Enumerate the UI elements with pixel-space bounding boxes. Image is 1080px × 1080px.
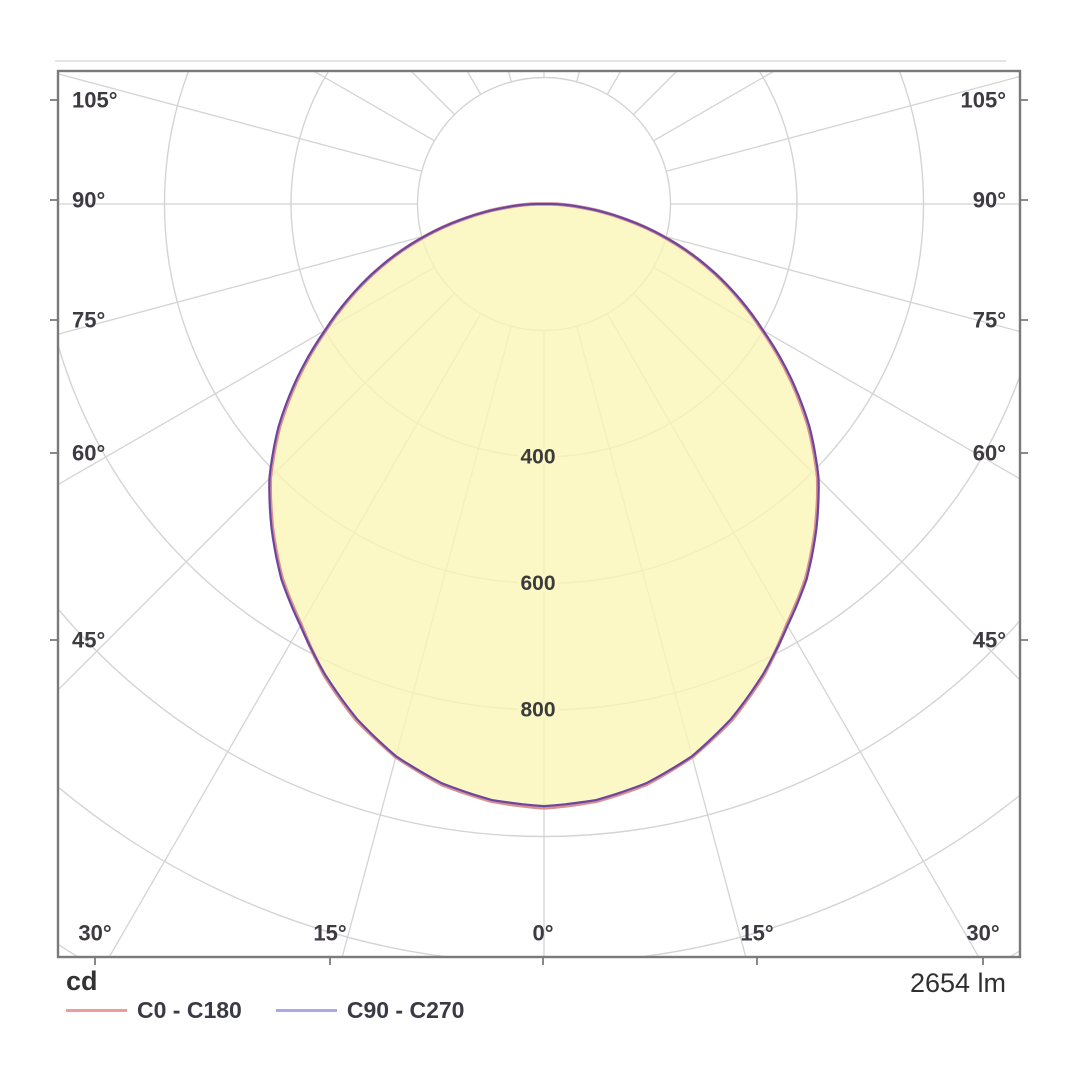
- legend-label-c90: C90 - C270: [346, 996, 465, 1023]
- ring-label-800: 800: [520, 699, 555, 722]
- grid-ray-105: [59, 73, 422, 172]
- beam-fill: [270, 204, 818, 808]
- grid-ray-165: [507, 72, 512, 82]
- angle-label-bottom-2: 0°: [532, 921, 553, 946]
- flux-label: 2654 lm: [909, 968, 1006, 998]
- ring-label-600: 600: [520, 572, 555, 595]
- axis-ticks: [50, 99, 1028, 965]
- top-divider: [55, 60, 1006, 62]
- angle-label-left-105°: 105°: [72, 88, 118, 113]
- grid-ray-135: [411, 72, 456, 116]
- angle-label-right-75°: 75°: [973, 308, 1006, 333]
- ring-label-400: 400: [520, 446, 555, 469]
- angle-label-right-90°: 90°: [973, 188, 1006, 213]
- grid-ray-75: [59, 236, 422, 335]
- unit-label: cd: [66, 966, 98, 996]
- angle-label-left-90°: 90°: [72, 188, 105, 213]
- angle-label-bottom-0: 30°: [78, 921, 111, 946]
- curve-c90-c270: [268, 202, 820, 808]
- grid-ray-75: [666, 236, 1019, 332]
- grid-ray-105: [666, 76, 1019, 172]
- legend-line-c0: [66, 1008, 127, 1012]
- angle-label-left-45°: 45°: [72, 628, 105, 653]
- legend-line-c90: [275, 1008, 337, 1012]
- grid-ray-150: [467, 72, 482, 95]
- legend: C0 - C180 C90 - C270: [66, 996, 498, 1024]
- angle-label-left-75°: 75°: [72, 308, 105, 333]
- plot-border: [56, 69, 1022, 959]
- angle-label-left-60°: 60°: [72, 441, 105, 466]
- grid-ray-135: [632, 72, 677, 116]
- angle-label-bottom-4: 30°: [966, 921, 999, 946]
- angle-label-right-45°: 45°: [973, 628, 1006, 653]
- grid-ray-60: [59, 266, 435, 485]
- angle-label-right-60°: 60°: [973, 441, 1006, 466]
- grid-ray-60: [653, 266, 1019, 479]
- grid-ray-150: [606, 72, 621, 95]
- distribution-curves: [268, 202, 820, 810]
- legend-label-c0: C0 - C180: [137, 996, 242, 1023]
- angle-label-bottom-1: 15°: [313, 921, 346, 946]
- grid-ray-165: [576, 72, 581, 82]
- angle-label-right-105°: 105°: [960, 88, 1006, 113]
- angle-label-bottom-3: 15°: [740, 921, 773, 946]
